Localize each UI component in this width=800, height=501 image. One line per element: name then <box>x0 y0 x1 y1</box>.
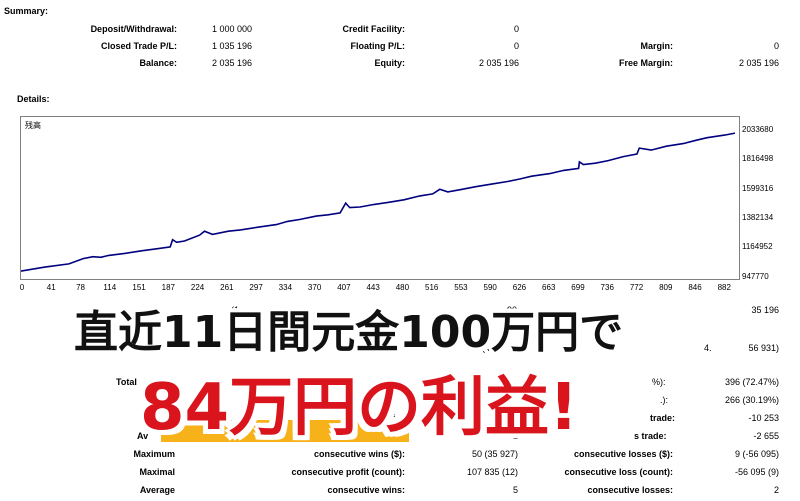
x-tick-label: 261 <box>220 283 234 292</box>
avg-wins-value: 5 <box>512 485 518 495</box>
x-tick-label: 407 <box>337 283 351 292</box>
equity-value: 2 035 196 <box>478 58 519 68</box>
x-tick-label: 187 <box>161 283 175 292</box>
x-tick-label: 297 <box>249 283 263 292</box>
x-tick-label: 370 <box>307 283 322 292</box>
floating-value: 0 <box>513 41 519 51</box>
x-tick-label: 590 <box>483 283 497 292</box>
avg-losses-value: 2 <box>773 485 779 495</box>
x-tick-label: 882 <box>717 283 731 292</box>
closed-pl-value: 1 035 196 <box>211 41 252 51</box>
overlay-profit: 84万円の利益! <box>140 371 579 445</box>
chart-plot <box>21 132 736 272</box>
x-tick-label: 443 <box>366 283 380 292</box>
avg-wins-label: consecutive wins: <box>327 485 405 495</box>
y-tick-label: 947770 <box>742 271 769 281</box>
free-margin-value: 2 035 196 <box>738 58 779 68</box>
x-tick-label: 334 <box>278 283 293 292</box>
balance-series-line <box>21 132 736 272</box>
floating-label: Floating P/L: <box>350 41 406 51</box>
maximal-loss-value: -56 095 (9) <box>734 467 779 477</box>
stat-r5-right: -10 253 <box>748 413 779 423</box>
x-tick-label: 224 <box>190 283 205 292</box>
x-tick-label: 516 <box>424 283 439 292</box>
stat-r1-left: (1 <box>231 305 240 315</box>
deposit-value: 1 000 000 <box>211 24 252 34</box>
maximum-label: Maximum <box>133 449 175 459</box>
stat-r5-right-label: trade: <box>650 413 676 423</box>
stat-r6-right: -2 655 <box>753 431 779 441</box>
stat-r1-right: 35 196 <box>751 305 779 315</box>
x-tick-label: 663 <box>542 283 556 292</box>
stat-r6-mid: 2 <box>513 431 519 441</box>
x-tick-label: 151 <box>132 283 146 292</box>
stat-r5-mid: profi <box>378 413 396 423</box>
stat-r2-mid2: %) <box>508 343 519 353</box>
y-tick-label: 1382134 <box>742 212 774 222</box>
max-losses-value: 9 (-56 095) <box>734 449 779 459</box>
x-tick-label: 78 <box>76 283 85 292</box>
x-tick-label: 772 <box>629 283 644 292</box>
maximal-profit-value: 107 835 (12) <box>466 467 518 477</box>
x-tick-label: 699 <box>571 283 585 292</box>
x-tick-label: 114 <box>103 283 117 292</box>
closed-pl-label: Closed Trade P/L: <box>100 41 177 51</box>
stat-r4-left: ra <box>149 395 158 405</box>
balance-chart: 残高 <box>20 116 740 280</box>
total-mid: %): <box>652 377 666 387</box>
x-tick-label: 41 <box>46 283 56 292</box>
credit-value: 0 <box>513 24 519 34</box>
highlight-bar <box>161 420 409 442</box>
stat-r4-mid2: .): <box>660 395 668 405</box>
max-wins-value: 50 (35 927) <box>471 449 518 459</box>
margin-label: Margin: <box>640 41 674 51</box>
total-label: Total <box>116 377 137 387</box>
x-tick-label: 0 <box>19 283 25 292</box>
stat-r1-mid: 90 <box>506 305 517 315</box>
balance-label: Balance: <box>139 58 177 68</box>
balance-value: 2 035 196 <box>211 58 252 68</box>
max-losses-label: consecutive losses ($): <box>573 449 673 459</box>
equity-label: Equity: <box>374 58 406 68</box>
maximal-profit-label: consecutive profit (count): <box>291 467 405 477</box>
x-tick-label: 480 <box>395 283 410 292</box>
credit-label: Credit Facility: <box>342 24 405 34</box>
y-tick-label: 1599316 <box>742 183 774 193</box>
stat-r2-mid: (4. <box>482 343 493 353</box>
average-label: Average <box>139 485 175 495</box>
max-wins-label: consecutive wins ($): <box>313 449 405 459</box>
total-right: 396 (72.47%) <box>724 377 779 387</box>
y-tick-label: 1816498 <box>742 154 774 164</box>
avg-losses-label: consecutive losses: <box>587 485 673 495</box>
maximal-label: Maximal <box>139 467 175 477</box>
stat-r2-right2: 56 931) <box>748 343 779 353</box>
details-title: Details: <box>17 94 50 104</box>
maximal-loss-label: consecutive loss (count): <box>564 467 673 477</box>
y-tick-label: 2033680 <box>742 125 774 134</box>
stat-r6-left: Av <box>137 431 149 441</box>
free-margin-label: Free Margin: <box>618 58 673 68</box>
x-tick-label: 809 <box>659 283 673 292</box>
stat-r2-right: 4. <box>704 343 712 353</box>
x-tick-label: 626 <box>512 283 527 292</box>
margin-value: 0 <box>773 41 779 51</box>
y-tick-label: 1164952 <box>742 242 773 252</box>
overlay-headline: 直近11日間元金100万円で <box>74 307 624 358</box>
stat-r4-mid: 6 <box>453 395 459 405</box>
deposit-label: Deposit/Withdrawal: <box>90 24 177 34</box>
x-tick-label: 846 <box>688 283 702 292</box>
chart-title: 残高 <box>25 121 41 130</box>
summary-title: Summary: <box>4 6 49 16</box>
x-tick-label: 736 <box>600 283 614 292</box>
x-tick-label: 553 <box>454 283 468 292</box>
stat-r4-right: 266 (30.19%) <box>724 395 779 405</box>
stat-r6-right-label: s trade: <box>634 431 667 441</box>
